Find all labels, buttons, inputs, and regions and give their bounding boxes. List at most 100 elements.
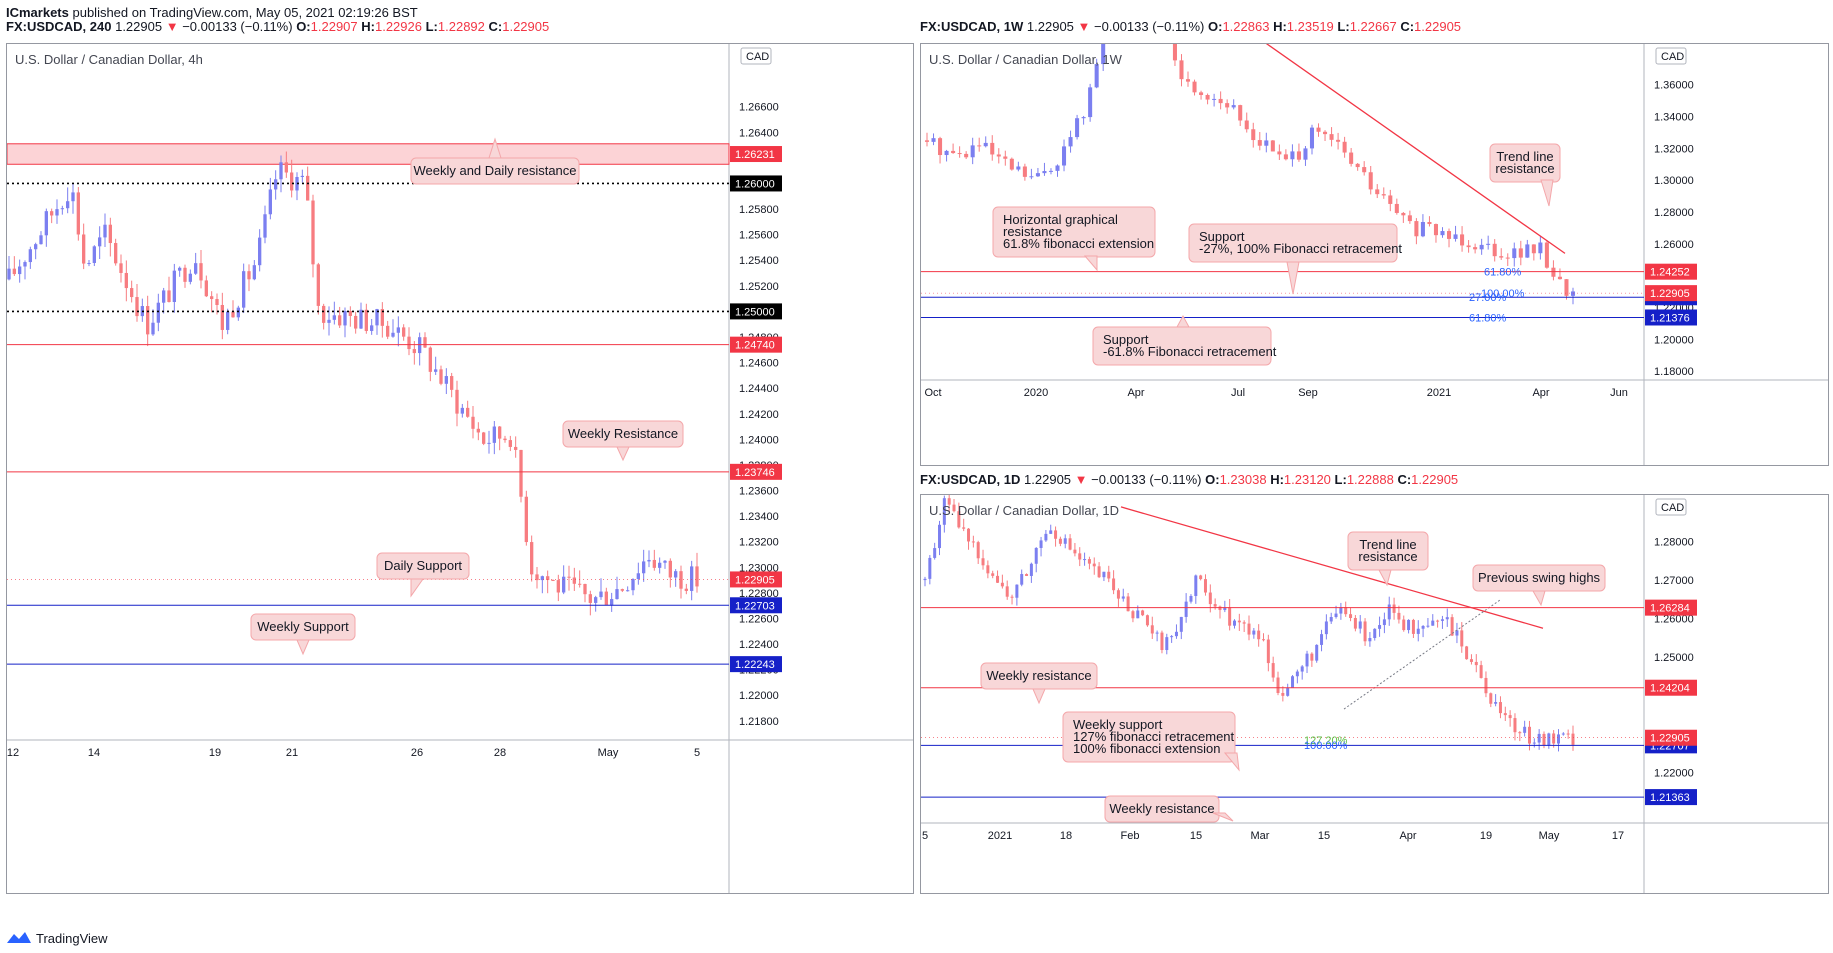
candle-body bbox=[1010, 596, 1014, 598]
fib-label: 61.80% bbox=[1469, 312, 1507, 324]
candle-body bbox=[1150, 625, 1154, 634]
chart-panel-1w[interactable]: 1.36000 1.34000 1.32000 1.30000 1.28000 1.260… bbox=[920, 43, 1829, 466]
candle-body bbox=[1092, 563, 1096, 567]
candle-body bbox=[1460, 234, 1465, 246]
symbol-line-1w: FX:USDCAD, 1W 1.22905 ▼ −0.00133 (−0.11%… bbox=[920, 19, 1462, 34]
publish-info: published on TradingView.com, May 05, 20… bbox=[68, 5, 418, 20]
annotation-callout[interactable]: Weekly resistance bbox=[1104, 795, 1234, 823]
candle-body bbox=[460, 407, 464, 414]
chart-panel-4h[interactable]: 1.266001.264001.262001.260001.258001.256… bbox=[6, 43, 914, 894]
candle-body bbox=[1000, 582, 1004, 587]
currency-badge bbox=[1655, 498, 1687, 516]
publisher-name[interactable]: ICmarkets bbox=[6, 5, 69, 20]
annotation-callout[interactable]: Support-61.8% Fibonacci retracement bbox=[1092, 314, 1277, 366]
candle-body bbox=[1355, 163, 1360, 168]
candle-body bbox=[1394, 203, 1399, 213]
annotation-callout[interactable]: Support-27%, 100% Fibonacci retracement bbox=[1188, 223, 1402, 295]
candle-body bbox=[103, 224, 107, 238]
candle-body bbox=[258, 237, 262, 266]
annotation-callout[interactable]: Weekly Support bbox=[250, 613, 356, 656]
candle-body bbox=[1305, 653, 1309, 667]
candle-body bbox=[1199, 92, 1204, 95]
candle-body bbox=[647, 559, 651, 562]
candle-body bbox=[674, 571, 678, 578]
currency-label: CAD bbox=[1661, 51, 1684, 63]
candle-body bbox=[1145, 615, 1149, 626]
candle-body bbox=[1170, 636, 1174, 638]
x-tick-label: Feb bbox=[1121, 830, 1140, 842]
down-arrow-icon: ▼ bbox=[1074, 472, 1088, 487]
annotation-callout[interactable]: Weekly Resistance bbox=[562, 420, 684, 462]
candle-body bbox=[957, 153, 962, 155]
candle-body bbox=[66, 201, 70, 209]
candle-body bbox=[944, 150, 949, 156]
candle-body bbox=[167, 290, 171, 303]
candle-body bbox=[391, 332, 395, 337]
candle-body bbox=[1121, 596, 1125, 599]
chart-panel-1d[interactable]: 1.280001.270001.260001.250001.230001.220… bbox=[920, 494, 1829, 894]
chart-svg-1w[interactable]: 1.36000 1.34000 1.32000 1.30000 1.28000 1.260… bbox=[921, 44, 1828, 465]
candle-body bbox=[1556, 734, 1560, 744]
candle-body bbox=[1244, 120, 1249, 130]
candle-body bbox=[524, 496, 528, 543]
candle-body bbox=[996, 154, 1001, 157]
symbol-line-4h: FX:USDCAD, 240 1.22905 ▼ −0.00133 (−0.11… bbox=[6, 19, 550, 34]
candle-body bbox=[1083, 559, 1087, 561]
candle-body bbox=[354, 315, 358, 329]
callout-box bbox=[1104, 795, 1220, 823]
candle-body bbox=[1291, 676, 1295, 688]
candle-body bbox=[952, 504, 956, 512]
candle-body bbox=[215, 299, 219, 305]
tradingview-footer[interactable]: TradingView bbox=[6, 930, 108, 946]
candle-body bbox=[615, 589, 619, 600]
candle-body bbox=[1433, 224, 1438, 236]
candle-body bbox=[684, 588, 688, 591]
candle-body bbox=[695, 566, 699, 587]
annotation-callout[interactable]: Weekly and Daily resistance bbox=[410, 137, 580, 185]
x-tick-label: 2020 bbox=[1024, 387, 1048, 399]
candle-body bbox=[1527, 726, 1531, 744]
candle-body bbox=[503, 438, 507, 441]
price-tag-bg bbox=[730, 463, 782, 480]
candle-body bbox=[1420, 222, 1425, 237]
candle-body bbox=[1320, 634, 1324, 645]
candle-body bbox=[338, 315, 342, 326]
candle-body bbox=[679, 571, 683, 589]
candle-body bbox=[412, 349, 416, 354]
x-tick-label: 14 bbox=[88, 747, 100, 759]
candle-body bbox=[990, 142, 995, 155]
annotation-callout[interactable]: Weekly resistance bbox=[980, 662, 1098, 705]
annotation-callout[interactable]: Daily Support bbox=[376, 552, 470, 598]
candle-body bbox=[1035, 173, 1040, 177]
y-tick-label: 1.32000 bbox=[1654, 143, 1694, 155]
currency-badge bbox=[1655, 47, 1687, 65]
callout-text: 127% fibonacci retracement bbox=[1073, 729, 1235, 744]
chart-svg-1d[interactable]: 1.280001.270001.260001.250001.230001.220… bbox=[921, 495, 1828, 893]
candle-body bbox=[951, 150, 956, 154]
candle-body bbox=[1479, 665, 1483, 678]
candle-body bbox=[663, 560, 667, 563]
candle-body bbox=[977, 145, 982, 147]
chart-svg-4h[interactable]: 1.266001.264001.262001.260001.258001.256… bbox=[7, 44, 913, 893]
candle-body bbox=[1286, 687, 1290, 696]
candle-body bbox=[1523, 726, 1527, 733]
candle-body bbox=[1358, 621, 1362, 629]
callout-text: Weekly resistance bbox=[986, 668, 1091, 683]
candle-body bbox=[1303, 148, 1308, 160]
last-price-tag: 1.22905 bbox=[1650, 733, 1690, 745]
candle-body bbox=[1022, 166, 1027, 177]
callout-pointer bbox=[488, 137, 502, 159]
candle-body bbox=[1411, 619, 1415, 634]
candle-body bbox=[76, 192, 80, 235]
candle-body bbox=[1049, 530, 1053, 534]
candle-body bbox=[1503, 713, 1507, 716]
candle-body bbox=[1334, 613, 1338, 618]
y-tick-label: 1.26000 bbox=[1654, 614, 1694, 626]
price-tag-bg bbox=[730, 175, 782, 192]
annotation-callout[interactable]: Previous swing highs bbox=[1472, 564, 1606, 607]
callout-pointer bbox=[296, 639, 310, 656]
